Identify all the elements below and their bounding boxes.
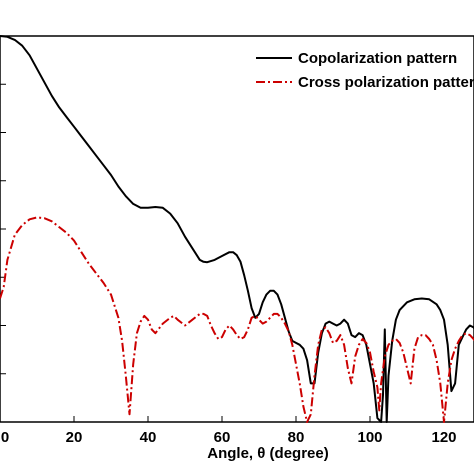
plot-frame <box>0 35 474 423</box>
x-tick-label: 100 <box>357 429 382 446</box>
legend-label-copolarization: Copolarization pattern <box>298 50 457 67</box>
x-tick-label: 60 <box>214 429 231 446</box>
y-axis-ticks <box>0 83 6 375</box>
x-tick-label: 80 <box>288 429 305 446</box>
x-tick-label: 0 <box>1 429 9 446</box>
series-line-copolarization <box>0 35 474 423</box>
x-axis-ticks: 0 20 40 60 80 100 120 <box>0 416 457 446</box>
x-tick-label: 40 <box>140 429 157 446</box>
plot-area <box>0 35 474 423</box>
legend: Copolarization pattern Cross polarizatio… <box>256 50 474 91</box>
x-tick-label: 120 <box>431 429 456 446</box>
legend-label-cross-polarization: Cross polarization pattern <box>298 74 474 91</box>
series-line-cross-polarization <box>0 216 474 423</box>
x-tick-label: 20 <box>66 429 83 446</box>
x-axis-label: Angle, θ (degree) <box>207 445 328 462</box>
series-layer <box>0 35 474 423</box>
